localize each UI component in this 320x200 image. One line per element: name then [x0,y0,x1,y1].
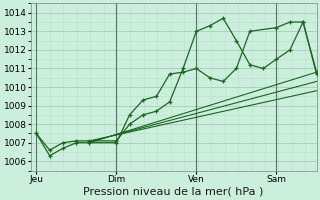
X-axis label: Pression niveau de la mer( hPa ): Pression niveau de la mer( hPa ) [84,187,264,197]
